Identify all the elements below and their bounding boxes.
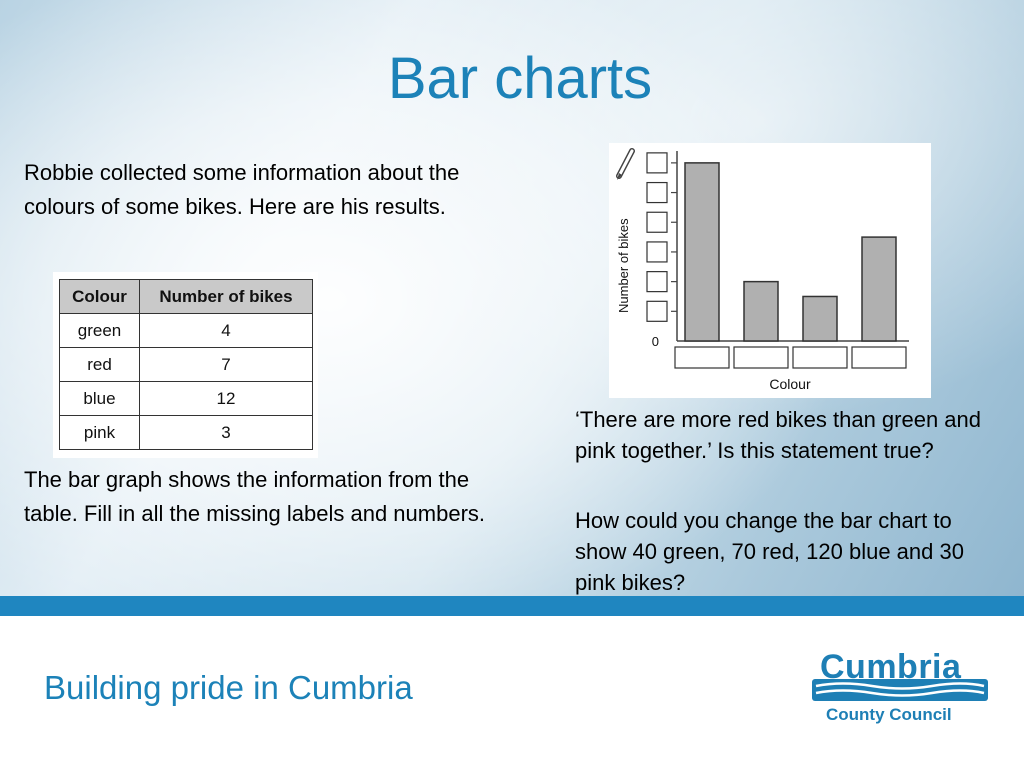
bar — [684, 162, 720, 342]
y-label-blank-box[interactable] — [646, 181, 668, 204]
y-axis-label: Number of bikes — [616, 218, 631, 313]
y-label-blank-box[interactable] — [646, 152, 668, 174]
y-label-blank-box[interactable] — [646, 300, 668, 322]
x-label-blank-box[interactable] — [851, 346, 907, 369]
y-label-blank-box[interactable] — [646, 271, 668, 293]
table-cell-number: 12 — [139, 381, 313, 416]
table-cell-number: 4 — [139, 313, 313, 348]
table-row: green 4 — [59, 313, 313, 348]
pencil-icon — [616, 148, 635, 180]
question-two-text: How could you change the bar chart to sh… — [575, 508, 964, 595]
table-cell-number: 7 — [139, 347, 313, 382]
cumbria-logo: Cumbria County Council — [812, 645, 988, 731]
table-cell-number: 3 — [139, 415, 313, 450]
bar — [861, 236, 897, 342]
bar — [743, 280, 779, 342]
table-cell-colour: pink — [59, 415, 140, 450]
bar-chart: Number of bikes 0 Colour — [616, 148, 909, 392]
footer-slogan: Building pride in Cumbria — [44, 669, 413, 706]
table-header-number: Number of bikes — [139, 279, 313, 314]
bar-chart-panel: Number of bikes 0 Colour — [609, 143, 931, 398]
x-label-blank-box[interactable] — [792, 346, 848, 369]
table-cell-colour: blue — [59, 381, 140, 416]
instructions-text: The bar graph shows the information from… — [24, 467, 486, 526]
table-header-row: Colour Number of bikes — [59, 279, 313, 314]
bike-table-panel: Colour Number of bikes green 4 red 7 blu… — [53, 272, 318, 458]
footer-band — [0, 596, 1024, 616]
x-label-blank-box[interactable] — [674, 346, 730, 369]
bar — [802, 295, 838, 342]
table-cell-colour: green — [59, 313, 140, 348]
logo-subtitle: County Council — [826, 705, 952, 724]
y-label-blank-box[interactable] — [646, 241, 668, 263]
y-label-blank-box[interactable] — [646, 211, 668, 233]
table-row: pink 3 — [59, 415, 313, 450]
question-one-text: ‘There are more red bikes than green and… — [575, 407, 982, 463]
table-row: blue 12 — [59, 381, 313, 416]
x-axis-label: Colour — [769, 376, 811, 392]
intro-text: Robbie collected some information about … — [24, 160, 460, 219]
table-row: red 7 — [59, 347, 313, 382]
x-label-blank-box[interactable] — [733, 346, 789, 369]
logo-waves-icon — [812, 679, 988, 701]
bike-table: Colour Number of bikes green 4 red 7 blu… — [59, 279, 313, 450]
y-tick-label: 0 — [652, 334, 659, 349]
table-cell-colour: red — [59, 347, 140, 382]
slide-title: Bar charts — [387, 46, 653, 111]
table-header-colour: Colour — [59, 279, 140, 314]
